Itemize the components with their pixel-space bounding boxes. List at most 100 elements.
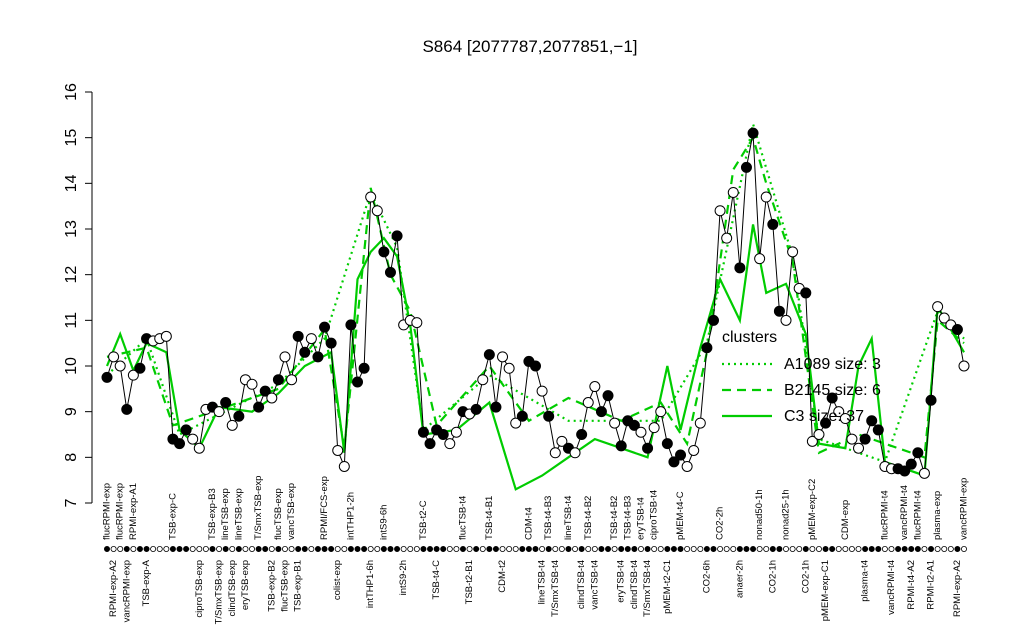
sample-dot [459,546,466,553]
x-tick-label: flucTSB-t4 [458,496,469,540]
sample-dot [796,546,803,553]
y-tick-label: 14 [63,174,80,192]
x-tick-label: pMEM-t2-C1 [662,560,673,614]
point [905,458,917,470]
x-tick-label: TSB-t4-C [431,560,442,600]
sample-dot [367,546,374,553]
sample-dot [829,546,836,553]
sample-dot [723,546,730,553]
sample-dot [947,546,954,553]
sample-dot [895,546,902,553]
sample-dot [189,546,196,553]
point [279,351,291,363]
x-tick-label: CO2-1h [767,560,778,593]
x-tick-label: intTHP1-6h [365,560,376,608]
x-tick-label: RPMI-t4-A2 [906,560,917,610]
x-tick-label: clindTSB-t4 [629,560,640,609]
point [536,385,548,397]
point [352,376,364,388]
sample-dot [862,546,869,553]
sample-dot [618,546,625,553]
x-tick-label: T/SmxTSB-exp [253,476,264,540]
sample-dot [202,546,209,553]
sample-dot [835,546,842,553]
sample-dot [104,546,111,553]
x-tick-label: TSB-exp-B3 [207,488,218,540]
sample-dot [394,546,401,553]
x-tick-label: TSB-t2-C [418,500,429,540]
point [470,403,482,415]
point [688,444,700,456]
sample-dot [374,546,381,553]
point [780,314,792,326]
sample-dot [565,546,572,553]
sample-dot [268,546,275,553]
x-tick-label: TSB-t4-B2 [583,496,594,540]
x-tick-label: plasma-exp [932,491,943,540]
x-tick-label: flucTSB-exp [273,488,284,540]
point [272,374,284,386]
point [319,321,331,333]
point [411,317,423,329]
point [345,319,357,331]
point [951,323,963,335]
x-tick-label: T/SmxTSB-exp [214,560,225,624]
sample-dot [961,546,968,553]
y-tick-label: 11 [63,312,80,329]
point [543,410,555,422]
point [899,465,911,477]
sample-dot [380,546,387,553]
point [108,351,120,363]
x-tick-label: nonad50-1h [754,489,765,540]
x-tick-label: colist-exp [332,560,343,600]
sample-dot [321,546,328,553]
point [549,447,561,459]
x-tick-label: RPMI-t2-A1 [926,560,937,610]
sample-dot [921,546,928,553]
sample-dot [466,546,473,553]
point [253,401,265,413]
sample-dot [750,546,757,553]
sample-dot [934,546,941,553]
point [595,406,607,418]
sample-dot [710,546,717,553]
x-tick-label: T/SmxTSB-t4 [550,560,561,617]
x-tick-label: lineTSB-exp [220,488,231,540]
sample-dot [143,546,150,553]
point [569,447,581,459]
point [760,191,772,203]
y-tick-label: 12 [63,266,80,284]
sample-dot [651,546,658,553]
point [642,442,654,454]
x-tick-label: pMEM-t4-C [675,491,686,540]
sample-dot [756,546,763,553]
point [437,429,449,440]
sample-dot [664,546,671,553]
point [609,417,621,429]
sample-dot [631,546,638,553]
sample-dot [928,546,935,553]
point [424,438,436,450]
point [628,419,640,431]
point [266,392,278,404]
point [675,449,687,461]
sample-dot [572,546,579,553]
point [530,360,541,372]
point [134,362,146,374]
chart-title: S864 [2077787,2077851,−1] [422,37,637,56]
sample-dot [657,546,664,553]
point [338,460,350,472]
x-tick-label: flucRPMI-exp [115,483,126,540]
legend-label: A1089 size: 3 [784,356,881,373]
sample-dot [822,546,829,553]
sample-dot [545,546,552,553]
sample-dot [262,546,269,553]
sample-dot [229,546,236,553]
sample-dot [453,546,460,553]
x-tick-label: TSB-exp-B1 [293,560,304,612]
point [773,305,785,317]
sample-dot [677,546,684,553]
x-tick-label: vancRPMI-t4 [899,485,910,540]
point [305,333,317,345]
point [846,433,858,445]
